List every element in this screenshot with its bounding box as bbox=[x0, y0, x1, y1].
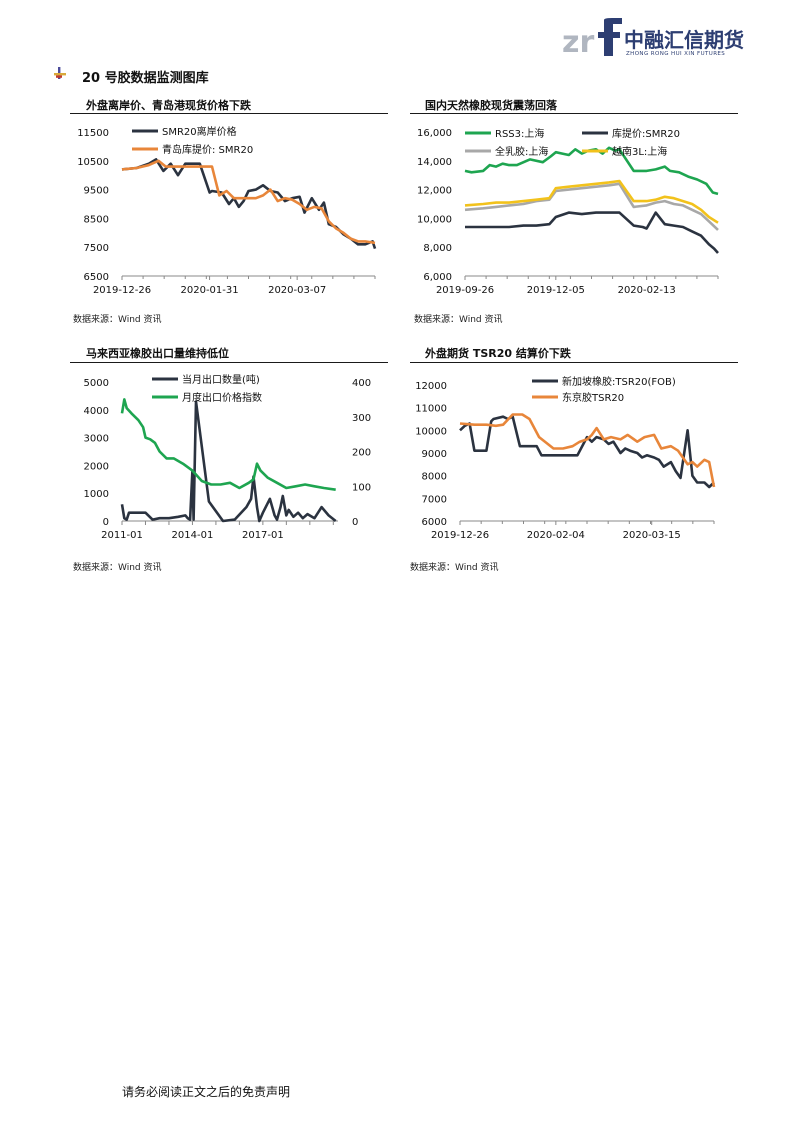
chart-1-y-tick-label: 9500 bbox=[84, 186, 109, 197]
chart-2-y-tick-label: 16,000 bbox=[417, 128, 452, 139]
logo-mark-zr: zr bbox=[562, 25, 594, 60]
chart-4-y-tick-label: 7000 bbox=[422, 494, 447, 505]
logo-mark-f-top bbox=[604, 18, 622, 24]
chart-2-series-line-2 bbox=[465, 211, 719, 254]
chart-2-x-tick-label: 2019-09-26 bbox=[436, 285, 494, 296]
chart-2-y-tick-label: 14,000 bbox=[417, 157, 452, 168]
chart-1-title-rule bbox=[70, 113, 388, 114]
chart-2-y-tick-label: 6,000 bbox=[423, 272, 452, 283]
chart-2-legend-label-3: 全乳胶:上海 bbox=[495, 145, 548, 158]
company-logo: zr 中融汇信期货 ZHONG RONG HUI XIN FUTURES bbox=[560, 18, 760, 66]
chart-2-source: 数据来源：Wind 资讯 bbox=[414, 315, 503, 325]
chart-1-x-tick-label: 2019-12-26 bbox=[93, 285, 151, 296]
zrf-logo-mark: zr bbox=[562, 18, 622, 60]
chart-2-legend-label-2: 库提价:SMR20 bbox=[612, 127, 680, 140]
chart-1-x-tick-label: 2020-03-07 bbox=[268, 285, 326, 296]
chart-1-y-tick-label: 10500 bbox=[77, 157, 109, 168]
chart-3-title: 马来西亚橡胶出口量维持低位 bbox=[86, 347, 229, 360]
section-title: 20 号胶数据监测图库 bbox=[82, 71, 209, 86]
chart-1-legend-label-1: SMR20离岸价格 bbox=[162, 125, 237, 138]
chart-3-y2-tick-label: 200 bbox=[352, 448, 371, 459]
chart-4-x-tick-label: 2019-12-26 bbox=[431, 530, 489, 541]
chart-4-y-tick-label: 10000 bbox=[415, 426, 447, 437]
chart-2-title-rule bbox=[410, 113, 738, 114]
chart-4-legend-label-1: 新加坡橡胶:TSR20(FOB) bbox=[562, 375, 676, 388]
chart-3-x-tick-label: 2011-01 bbox=[101, 530, 143, 541]
chart-3-y-tick-label: 5000 bbox=[84, 378, 109, 389]
chart-2-legend-label-1: RSS3:上海 bbox=[495, 127, 544, 140]
chart-4-y-tick-label: 8000 bbox=[422, 472, 447, 483]
chart-4-legend-label-2: 东京胶TSR20 bbox=[562, 391, 624, 404]
chart-2-series-line-3 bbox=[464, 182, 719, 231]
chart-3-y-tick-label: 1000 bbox=[84, 489, 109, 500]
chart-4-series-line-2 bbox=[459, 413, 716, 488]
chart-1-title: 外盘离岸价、青岛港现货价格下跌 bbox=[86, 99, 251, 112]
chart-4-x-tick-label: 2020-02-04 bbox=[527, 530, 585, 541]
chart-3-svg: 2011-01 2014-01 2017-015000400030002000100… bbox=[84, 373, 372, 541]
chart-3-y-tick-label: 0 bbox=[103, 517, 109, 528]
chart-3-y2-tick-label: 100 bbox=[352, 482, 371, 493]
chart-2-svg: 2019-09-26 2019-12-05 2020-02-13 16,000 14,0… bbox=[417, 127, 719, 296]
chart-2-y-tick-label: 12,000 bbox=[417, 186, 452, 197]
chart-4-x-tick-label: 2020-03-15 bbox=[623, 530, 681, 541]
chart-2-legend-label-4: 越南3L:上海 bbox=[612, 145, 667, 158]
chart-4-y-tick-label: 6000 bbox=[422, 517, 447, 528]
chart-1-y-tick-label: 6500 bbox=[84, 272, 109, 283]
chart-3-legend-label-1: 当月出口数量(吨) bbox=[182, 373, 260, 386]
chart-1-series-line-1 bbox=[121, 158, 377, 250]
chart-1-source: 数据来源：Wind 资讯 bbox=[73, 315, 162, 325]
chart-4-title: 外盘期货 TSR20 结算价下跌 bbox=[425, 347, 571, 360]
chart-4-svg: 2019-12-26 2020-02-04 2020-03-15 12000 11000… bbox=[415, 375, 716, 541]
chart-2-y-tick-label: 8,000 bbox=[423, 243, 452, 254]
chart-1-y-tick-label: 8500 bbox=[84, 214, 109, 225]
chart-4-source: 数据来源：Wind 资讯 bbox=[410, 563, 499, 573]
chart-2-x-tick-label: 2020-02-13 bbox=[618, 285, 676, 296]
chart-4-y-tick-label: 12000 bbox=[415, 381, 447, 392]
chart-2-title: 国内天然橡胶现货震荡回落 bbox=[425, 99, 557, 112]
chart-3-x-tick-label: 2014-01 bbox=[172, 530, 214, 541]
chart-3-y-tick-label: 2000 bbox=[84, 461, 109, 472]
chart-2-series-line-4 bbox=[464, 179, 719, 224]
chart-1-y-tick-label: 11500 bbox=[77, 128, 109, 139]
chart-4-title-rule bbox=[410, 362, 738, 363]
chart-3-source: 数据来源：Wind 资讯 bbox=[73, 563, 162, 573]
chart-3-y2-tick-label: 400 bbox=[352, 378, 371, 389]
footer-disclaimer: 请务必阅读正文之后的免责声明 bbox=[122, 1085, 291, 1099]
chart-3-title-rule bbox=[70, 362, 388, 363]
section-bullet-icon bbox=[54, 67, 66, 79]
chart-3-series-line-2 bbox=[120, 398, 336, 491]
chart-3-y-tick-label: 4000 bbox=[84, 406, 109, 417]
chart-4-y-tick-label: 9000 bbox=[422, 449, 447, 460]
chart-3-series-line-1 bbox=[120, 400, 337, 523]
chart-3-legend-label-2: 月度出口价格指数 bbox=[182, 391, 262, 404]
chart-4-series-line-1 bbox=[459, 415, 715, 489]
chart-1-series-line-2 bbox=[121, 159, 376, 245]
chart-1-x-tick-label: 2020-01-31 bbox=[181, 285, 239, 296]
chart-2-y-tick-label: 10,000 bbox=[417, 214, 452, 225]
chart-1-y-tick-label: 7500 bbox=[84, 243, 109, 254]
chart-2-x-tick-label: 2019-12-05 bbox=[527, 285, 585, 296]
chart-3-y-tick-label: 3000 bbox=[84, 434, 109, 445]
chart-3-x-tick-label: 2017-01 bbox=[242, 530, 284, 541]
company-name-en: ZHONG RONG HUI XIN FUTURES bbox=[626, 51, 726, 57]
chart-3-y2-tick-label: 0 bbox=[352, 517, 358, 528]
company-name-cn: 中融汇信期货 bbox=[624, 28, 744, 52]
chart-1-legend-label-2: 青岛库提价: SMR20 bbox=[162, 143, 253, 156]
logo-mark-f-bar bbox=[598, 32, 620, 38]
chart-4-y-tick-label: 11000 bbox=[415, 404, 447, 415]
chart-1-svg: 2019-12-26 2020-01-31 2020-03-07 11500 10500… bbox=[77, 125, 377, 296]
chart-3-y2-tick-label: 300 bbox=[352, 413, 371, 424]
